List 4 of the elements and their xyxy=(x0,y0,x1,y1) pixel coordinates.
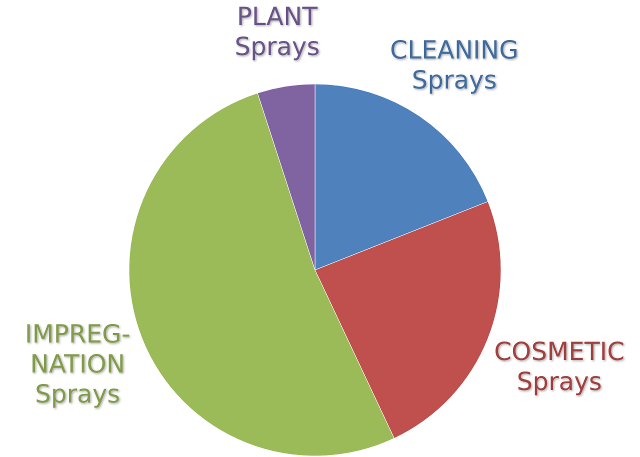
slice-label: IMPREG- NATION Sprays xyxy=(24,319,130,408)
slice-label: COSMETIC Sprays xyxy=(494,337,625,396)
slice-label: PLANT Sprays xyxy=(234,2,320,61)
slice-label: CLEANING Sprays xyxy=(390,36,519,95)
